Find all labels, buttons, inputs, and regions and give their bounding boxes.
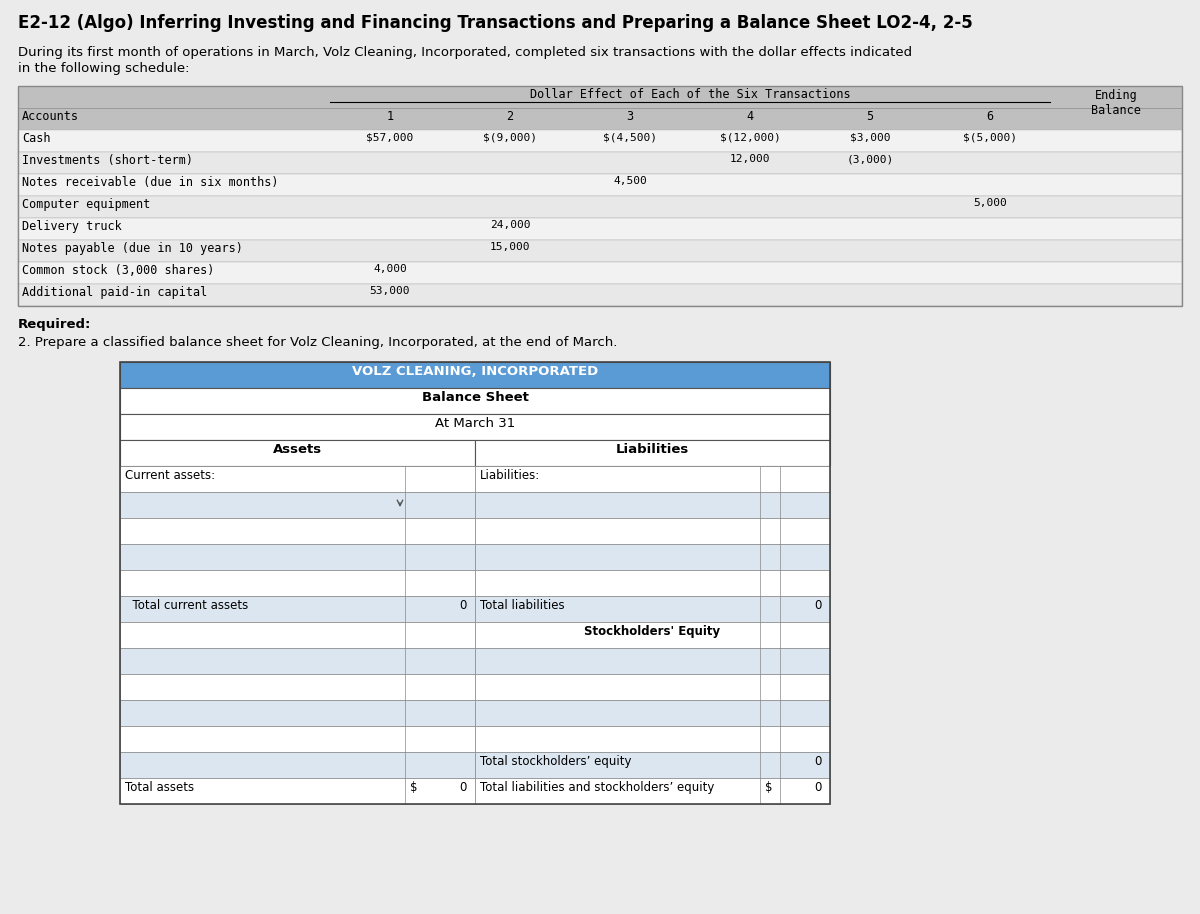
Text: E2-12 (Algo) Inferring Investing and Financing Transactions and Preparing a Bala: E2-12 (Algo) Inferring Investing and Fin…	[18, 14, 973, 32]
Text: 4,500: 4,500	[613, 176, 647, 186]
Bar	[120, 778, 475, 804]
Bar	[18, 284, 1182, 306]
Bar	[18, 174, 1182, 196]
Bar	[120, 518, 475, 544]
Text: Common stock (3,000 shares): Common stock (3,000 shares)	[22, 264, 215, 277]
Text: $: $	[410, 781, 418, 794]
Text: Notes payable (due in 10 years): Notes payable (due in 10 years)	[22, 242, 242, 255]
Bar	[120, 700, 475, 726]
Bar	[18, 240, 1182, 262]
Text: 1: 1	[386, 110, 394, 123]
Text: 3: 3	[626, 110, 634, 123]
Bar	[475, 440, 830, 466]
Text: Liabilities: Liabilities	[616, 443, 689, 456]
Text: Notes receivable (due in six months): Notes receivable (due in six months)	[22, 176, 278, 189]
Bar	[475, 752, 830, 778]
Text: 15,000: 15,000	[490, 242, 530, 252]
Bar	[120, 674, 475, 700]
Bar	[120, 492, 475, 518]
Bar	[475, 674, 830, 700]
Text: Cash: Cash	[22, 132, 50, 145]
Bar	[475, 518, 830, 544]
Bar	[120, 726, 475, 752]
Bar	[120, 440, 475, 466]
Bar	[475, 466, 830, 492]
Text: in the following schedule:: in the following schedule:	[18, 62, 190, 75]
Text: 5: 5	[866, 110, 874, 123]
Bar	[120, 752, 475, 778]
Text: $(4,500): $(4,500)	[604, 132, 658, 142]
Text: $(12,000): $(12,000)	[720, 132, 780, 142]
Bar	[475, 726, 830, 752]
Text: $(5,000): $(5,000)	[964, 132, 1018, 142]
Bar	[120, 388, 830, 414]
Text: $(9,000): $(9,000)	[482, 132, 538, 142]
Bar	[18, 218, 1182, 240]
Text: 2. Prepare a classified balance sheet for Volz Cleaning, Incorporated, at the en: 2. Prepare a classified balance sheet fo…	[18, 336, 617, 349]
Bar	[120, 362, 830, 388]
Text: Delivery truck: Delivery truck	[22, 220, 121, 233]
Bar	[475, 622, 830, 648]
Text: 4,000: 4,000	[373, 264, 407, 274]
Text: Total current assets: Total current assets	[125, 599, 248, 612]
Bar	[18, 108, 1182, 130]
Bar	[120, 544, 475, 570]
Bar	[475, 778, 830, 804]
Bar	[120, 414, 830, 440]
Bar	[120, 622, 475, 648]
Bar	[18, 130, 1182, 152]
Text: 5,000: 5,000	[973, 198, 1007, 208]
Bar	[475, 648, 830, 674]
Text: 0: 0	[815, 781, 822, 794]
Text: 53,000: 53,000	[370, 286, 410, 296]
Text: Ending
Balance: Ending Balance	[1091, 89, 1141, 117]
Text: Investments (short-term): Investments (short-term)	[22, 154, 193, 167]
Text: Assets: Assets	[272, 443, 322, 456]
Text: $3,000: $3,000	[850, 132, 890, 142]
Bar	[120, 466, 475, 492]
Bar	[475, 570, 830, 596]
Text: Current assets:: Current assets:	[125, 469, 215, 482]
Bar	[18, 152, 1182, 174]
Bar	[18, 196, 1182, 218]
Bar	[18, 86, 1182, 108]
Bar	[475, 596, 830, 622]
Text: 0: 0	[815, 599, 822, 612]
Text: Total liabilities and stockholders’ equity: Total liabilities and stockholders’ equi…	[480, 781, 714, 794]
Bar	[120, 570, 475, 596]
Bar	[18, 262, 1182, 284]
Text: 0: 0	[815, 755, 822, 768]
Text: During its first month of operations in March, Volz Cleaning, Incorporated, comp: During its first month of operations in …	[18, 46, 912, 59]
Text: 4: 4	[746, 110, 754, 123]
Text: 6: 6	[986, 110, 994, 123]
Text: 2: 2	[506, 110, 514, 123]
Text: $57,000: $57,000	[366, 132, 414, 142]
Text: Required:: Required:	[18, 318, 91, 331]
Bar	[120, 362, 830, 804]
Text: (3,000): (3,000)	[846, 154, 894, 164]
Text: Total liabilities: Total liabilities	[480, 599, 565, 612]
Text: Total assets: Total assets	[125, 781, 194, 794]
Text: $: $	[766, 781, 773, 794]
Text: 12,000: 12,000	[730, 154, 770, 164]
Bar	[475, 700, 830, 726]
Text: Dollar Effect of Each of the Six Transactions: Dollar Effect of Each of the Six Transac…	[529, 88, 851, 101]
Bar	[475, 544, 830, 570]
Text: Total stockholders’ equity: Total stockholders’ equity	[480, 755, 631, 768]
Text: Balance Sheet: Balance Sheet	[421, 391, 528, 404]
Text: Stockholders' Equity: Stockholders' Equity	[584, 625, 720, 638]
Text: Computer equipment: Computer equipment	[22, 198, 150, 211]
Text: Liabilities:: Liabilities:	[480, 469, 540, 482]
Text: At March 31: At March 31	[434, 417, 515, 430]
Text: VOLZ CLEANING, INCORPORATED: VOLZ CLEANING, INCORPORATED	[352, 365, 598, 378]
Bar	[18, 86, 1182, 306]
Text: 0: 0	[460, 599, 467, 612]
Text: 0: 0	[460, 781, 467, 794]
Text: Accounts: Accounts	[22, 110, 79, 123]
Bar	[475, 492, 830, 518]
Bar	[120, 596, 475, 622]
Text: 24,000: 24,000	[490, 220, 530, 230]
Text: Additional paid-in capital: Additional paid-in capital	[22, 286, 208, 299]
Bar	[120, 648, 475, 674]
